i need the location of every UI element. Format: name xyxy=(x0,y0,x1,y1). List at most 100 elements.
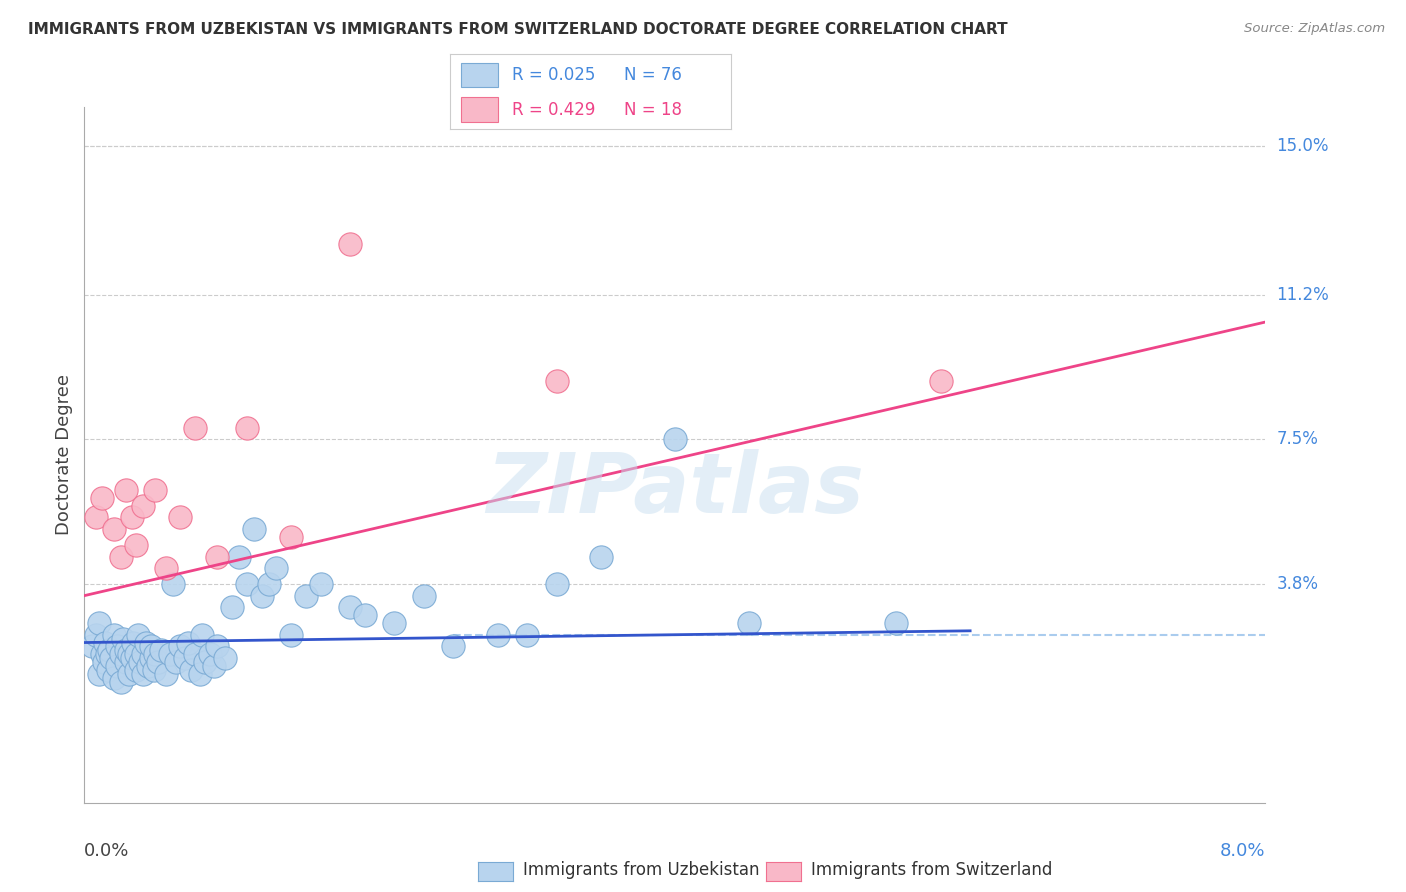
Point xyxy=(129,655,152,669)
Point xyxy=(198,647,221,661)
Text: N = 18: N = 18 xyxy=(624,101,682,119)
Point xyxy=(98,643,121,657)
FancyBboxPatch shape xyxy=(461,62,498,87)
Point xyxy=(205,549,228,564)
Point xyxy=(139,651,162,665)
Text: 15.0%: 15.0% xyxy=(1277,137,1329,155)
Point xyxy=(202,659,225,673)
Point xyxy=(155,561,177,575)
Point xyxy=(97,663,120,677)
Point xyxy=(339,236,361,251)
FancyBboxPatch shape xyxy=(461,97,498,122)
Point xyxy=(664,432,686,446)
Point xyxy=(118,647,141,661)
Text: Source: ZipAtlas.com: Source: ZipAtlas.com xyxy=(1244,22,1385,36)
Point xyxy=(546,374,568,388)
Point xyxy=(80,640,103,654)
Point xyxy=(114,643,136,657)
Point xyxy=(93,655,115,669)
Point xyxy=(169,640,191,654)
Point xyxy=(264,561,288,575)
Point xyxy=(191,628,214,642)
Point xyxy=(84,510,107,524)
Point xyxy=(110,674,132,689)
Point xyxy=(280,628,302,642)
Point xyxy=(441,640,464,654)
Point xyxy=(162,577,184,591)
Point xyxy=(110,647,132,661)
Point xyxy=(295,589,318,603)
Point xyxy=(413,589,436,603)
Text: N = 76: N = 76 xyxy=(624,66,682,84)
Point xyxy=(257,577,280,591)
Point xyxy=(142,663,165,677)
Point xyxy=(194,655,217,669)
Point xyxy=(148,655,170,669)
Point xyxy=(177,635,200,649)
Point xyxy=(143,483,166,497)
Point xyxy=(125,647,148,661)
Point xyxy=(180,663,202,677)
Point xyxy=(929,374,952,388)
Point xyxy=(105,640,128,654)
Point xyxy=(228,549,250,564)
Text: 0.0%: 0.0% xyxy=(84,842,129,860)
Point xyxy=(354,608,377,623)
Point xyxy=(235,577,259,591)
Point xyxy=(546,577,568,591)
Point xyxy=(280,530,302,544)
Point xyxy=(87,666,111,681)
Text: ZIPatlas: ZIPatlas xyxy=(486,450,863,530)
Point xyxy=(221,600,243,615)
Point xyxy=(165,655,187,669)
Point xyxy=(205,640,228,654)
Text: 3.8%: 3.8% xyxy=(1277,575,1319,593)
Point xyxy=(91,647,114,661)
Point xyxy=(87,615,111,630)
Point xyxy=(105,659,128,673)
Point xyxy=(250,589,273,603)
Point xyxy=(122,635,145,649)
Point xyxy=(516,628,538,642)
Point xyxy=(243,522,266,536)
Y-axis label: Doctorate Degree: Doctorate Degree xyxy=(55,375,73,535)
Point xyxy=(132,666,155,681)
Point xyxy=(309,577,332,591)
Point xyxy=(125,538,148,552)
Point xyxy=(188,666,211,681)
Text: 7.5%: 7.5% xyxy=(1277,430,1319,449)
Point xyxy=(591,549,613,564)
Point xyxy=(121,651,143,665)
Text: Immigrants from Uzbekistan: Immigrants from Uzbekistan xyxy=(523,861,759,879)
Point xyxy=(114,655,136,669)
Point xyxy=(155,666,177,681)
Point xyxy=(132,647,155,661)
Point xyxy=(91,491,114,505)
Point xyxy=(103,522,125,536)
Point xyxy=(135,635,157,649)
Point xyxy=(110,549,132,564)
Point xyxy=(127,628,149,642)
Text: R = 0.429: R = 0.429 xyxy=(512,101,595,119)
Point xyxy=(159,647,181,661)
Point xyxy=(114,483,136,497)
Point xyxy=(111,632,134,646)
Text: IMMIGRANTS FROM UZBEKISTAN VS IMMIGRANTS FROM SWITZERLAND DOCTORATE DEGREE CORRE: IMMIGRANTS FROM UZBEKISTAN VS IMMIGRANTS… xyxy=(28,22,1008,37)
Point xyxy=(235,420,259,434)
Point xyxy=(96,647,118,661)
Point xyxy=(184,647,207,661)
Point xyxy=(125,663,148,677)
Point xyxy=(184,420,207,434)
Point xyxy=(121,510,143,524)
Point xyxy=(139,640,162,654)
Point xyxy=(382,615,406,630)
Point xyxy=(738,615,761,630)
Point xyxy=(143,647,166,661)
Point xyxy=(169,510,191,524)
Point xyxy=(94,635,117,649)
Point xyxy=(339,600,361,615)
Text: R = 0.025: R = 0.025 xyxy=(512,66,595,84)
Point xyxy=(118,666,141,681)
Point xyxy=(103,671,125,685)
Point xyxy=(132,499,155,513)
